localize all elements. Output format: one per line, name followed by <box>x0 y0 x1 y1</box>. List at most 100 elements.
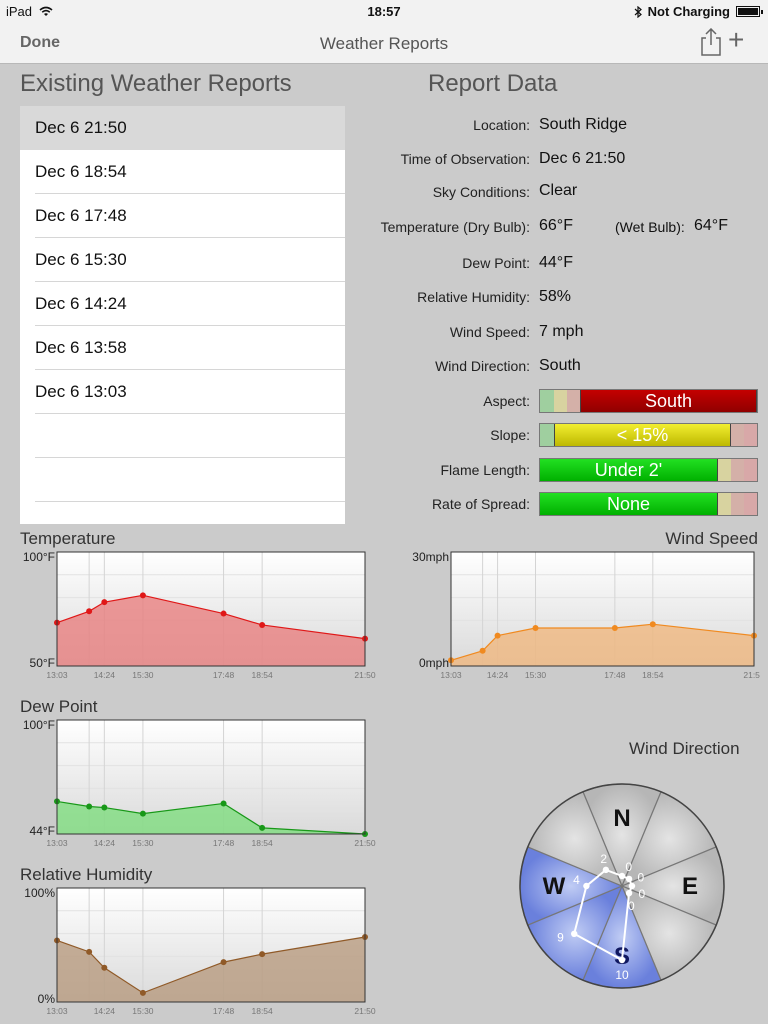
data-point <box>611 625 618 631</box>
data-point <box>86 948 93 955</box>
data-point <box>259 621 266 628</box>
humidity-value: 58% <box>539 288 572 305</box>
x-tick-label: 13:03 <box>46 1006 68 1016</box>
navigation-bar: Done Weather Reports + <box>0 22 768 64</box>
list-item[interactable]: Dec 6 21:50 <box>20 106 345 150</box>
observation-time-value: Dec 6 21:50 <box>539 150 626 167</box>
list-item[interactable]: Dec 6 15:30 <box>35 238 345 282</box>
wet-bulb-label: (Wet Bulb): <box>615 219 685 235</box>
data-point <box>259 824 266 831</box>
temperature-label: Temperature (Dry Bulb): <box>380 219 530 235</box>
radar-point <box>583 882 590 890</box>
list-item[interactable]: Dec 6 14:24 <box>35 282 345 326</box>
data-point <box>220 610 227 617</box>
slope-value: < 15% <box>554 424 731 446</box>
wet-bulb-value: 64°F <box>694 217 728 234</box>
y-max-label: 100% <box>24 886 55 900</box>
radar-value-label: 0 <box>628 899 635 913</box>
radar-value-label: 10 <box>615 968 629 982</box>
x-tick-label: 21:50 <box>354 838 376 848</box>
data-point <box>101 804 108 811</box>
data-point <box>139 810 146 817</box>
battery-text: Not Charging <box>647 4 730 19</box>
temperature-chart-title: Temperature <box>20 529 116 548</box>
x-tick-label: 18:54 <box>251 1006 273 1016</box>
rate-of-spread-label: Rate of Spread: <box>431 496 530 512</box>
x-tick-label: 15:30 <box>132 1006 154 1016</box>
plus-icon[interactable]: + <box>728 24 745 55</box>
radar-point <box>625 889 633 897</box>
y-min-label: 50°F <box>30 656 55 670</box>
slope-label: Slope: <box>490 427 530 443</box>
x-tick-label: 15:30 <box>132 670 154 680</box>
radar-point <box>570 930 578 938</box>
radar-point <box>618 872 626 880</box>
share-icon[interactable] <box>700 28 722 56</box>
reports-title: Existing Weather Reports <box>20 70 292 97</box>
dew-point-label: Dew Point: <box>462 255 530 271</box>
battery-icon <box>736 6 763 17</box>
humidity-chart: 100% 0%13:03 14:24 15:30 17:48 18:54 21:50 <box>24 886 376 1016</box>
location-label: Location: <box>473 117 530 133</box>
list-item[interactable]: Dec 6 13:58 <box>35 326 345 370</box>
aspect-bar: South <box>539 389 758 413</box>
data-point <box>259 951 266 958</box>
aspect-value: South <box>580 390 757 412</box>
data-point <box>220 800 227 807</box>
y-max-label: 30mph <box>412 550 449 564</box>
series-area <box>57 801 365 834</box>
status-left: iPad <box>6 4 53 19</box>
radar-value-label: 0 <box>625 860 632 874</box>
compass-n: N <box>613 805 630 832</box>
flame-length-label: Flame Length: <box>440 462 531 478</box>
rate-of-spread-bar: None <box>539 492 758 516</box>
data-point <box>479 647 486 654</box>
x-tick-label: 14:24 <box>94 670 116 680</box>
x-tick-label: 13:03 <box>46 838 68 848</box>
series-area <box>57 595 365 666</box>
wind-speed-label: Wind Speed: <box>449 324 530 340</box>
radar-value-label: 4 <box>573 873 580 887</box>
x-tick-label: 17:48 <box>604 670 626 680</box>
temperature-chart: 100°F 50°F13:03 14:24 15:30 17:48 18:54 21:50 <box>23 550 376 680</box>
series-area <box>57 937 365 1002</box>
wind-direction-value: South <box>539 357 581 374</box>
list-item[interactable]: Dec 6 13:03 <box>35 370 345 414</box>
x-tick-label: 15:30 <box>525 670 547 680</box>
radar-value-label: 0 <box>639 887 646 901</box>
report-data-title: Report Data <box>428 70 558 97</box>
list-item[interactable]: Dec 6 17:48 <box>35 194 345 238</box>
x-tick-label: 18:54 <box>251 838 273 848</box>
y-min-label: 0mph <box>419 656 449 670</box>
x-tick-label: 15:30 <box>132 838 154 848</box>
plot-frame <box>56 887 366 1003</box>
dew-point-value: 44°F <box>539 254 573 271</box>
wind-direction-label: Wind Direction: <box>435 358 530 374</box>
plot-frame <box>450 551 755 667</box>
x-tick-label: 14:24 <box>94 838 116 848</box>
location-value: South Ridge <box>539 116 628 133</box>
radar-point <box>618 956 626 964</box>
aspect-label: Aspect: <box>483 393 530 409</box>
y-max-label: 100°F <box>23 718 55 732</box>
wifi-icon <box>39 6 53 16</box>
dew-point-chart: 100°F 44°F13:03 14:24 15:30 17:48 18:54 21:50 <box>23 718 376 848</box>
data-point <box>101 599 108 606</box>
list-item[interactable] <box>35 414 345 458</box>
data-point <box>220 959 227 966</box>
compass-w: W <box>543 873 566 900</box>
list-item[interactable] <box>35 458 345 502</box>
x-tick-label: 14:24 <box>94 1006 116 1016</box>
x-tick-label: 14:24 <box>487 670 509 680</box>
x-tick-label: 18:54 <box>642 670 664 680</box>
y-max-label: 100°F <box>23 550 55 564</box>
observation-time-label: Time of Observation: <box>400 151 530 167</box>
status-bar: iPad 18:57 Not Charging <box>0 0 768 22</box>
radar-value-label: 2 <box>600 852 607 866</box>
reports-list: Dec 6 21:50 Dec 6 18:54 Dec 6 17:48 Dec … <box>20 106 345 524</box>
list-item[interactable]: Dec 6 18:54 <box>35 150 345 194</box>
data-point <box>86 608 93 615</box>
x-tick-label: 21:50 <box>354 670 376 680</box>
done-button[interactable]: Done <box>20 34 60 51</box>
